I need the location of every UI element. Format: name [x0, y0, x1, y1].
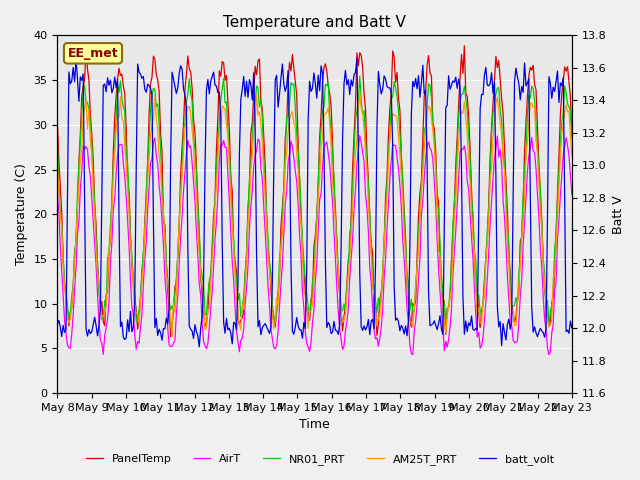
NR01_PRT — [356, 73, 364, 79]
Y-axis label: Temperature (C): Temperature (C) — [15, 163, 28, 265]
NR01_PRT — [542, 314, 550, 320]
NR01_PRT — [224, 128, 232, 133]
PanelTemp — [225, 127, 233, 133]
Y-axis label: Batt V: Batt V — [612, 195, 625, 234]
AM25T_PRT — [356, 89, 364, 95]
Line: batt_volt: batt_volt — [58, 59, 572, 347]
AM25T_PRT — [168, 334, 176, 340]
batt_volt — [282, 88, 289, 94]
AM25T_PRT — [209, 254, 216, 260]
AirT — [568, 192, 576, 197]
NR01_PRT — [116, 78, 124, 84]
Line: NR01_PRT: NR01_PRT — [58, 76, 572, 327]
PanelTemp — [54, 120, 61, 125]
AirT — [116, 142, 124, 148]
PanelTemp — [167, 334, 175, 339]
AM25T_PRT — [280, 195, 287, 201]
AirT — [278, 262, 286, 268]
batt_volt — [542, 326, 550, 332]
AM25T_PRT — [234, 313, 242, 319]
batt_volt — [568, 325, 576, 331]
X-axis label: Time: Time — [300, 419, 330, 432]
NR01_PRT — [568, 136, 576, 142]
AirT — [233, 328, 241, 334]
Legend: PanelTemp, AirT, NR01_PRT, AM25T_PRT, batt_volt: PanelTemp, AirT, NR01_PRT, AM25T_PRT, ba… — [81, 450, 559, 469]
AM25T_PRT — [542, 297, 550, 302]
Line: PanelTemp: PanelTemp — [58, 46, 572, 336]
PanelTemp — [542, 298, 550, 304]
PanelTemp — [116, 72, 124, 78]
AM25T_PRT — [225, 165, 233, 171]
AirT — [545, 352, 553, 358]
batt_volt — [72, 56, 80, 61]
Title: Temperature and Batt V: Temperature and Batt V — [223, 15, 406, 30]
PanelTemp — [568, 132, 576, 137]
NR01_PRT — [442, 324, 449, 330]
AM25T_PRT — [54, 160, 61, 166]
Text: EE_met: EE_met — [68, 47, 118, 60]
PanelTemp — [234, 316, 242, 322]
NR01_PRT — [54, 140, 61, 145]
Line: AM25T_PRT: AM25T_PRT — [58, 92, 572, 337]
PanelTemp — [209, 242, 216, 248]
PanelTemp — [280, 185, 287, 191]
NR01_PRT — [278, 213, 286, 218]
batt_volt — [118, 319, 125, 325]
AM25T_PRT — [116, 94, 124, 99]
AM25T_PRT — [568, 153, 576, 159]
AirT — [54, 189, 61, 195]
AirT — [541, 317, 548, 323]
NR01_PRT — [207, 275, 214, 280]
AirT — [224, 171, 232, 177]
AirT — [356, 133, 364, 139]
NR01_PRT — [233, 280, 241, 286]
batt_volt — [227, 330, 235, 336]
PanelTemp — [461, 43, 468, 49]
batt_volt — [195, 344, 203, 349]
Line: AirT: AirT — [58, 136, 572, 355]
AirT — [207, 306, 214, 312]
batt_volt — [236, 151, 243, 157]
batt_volt — [54, 321, 61, 326]
batt_volt — [210, 69, 218, 75]
